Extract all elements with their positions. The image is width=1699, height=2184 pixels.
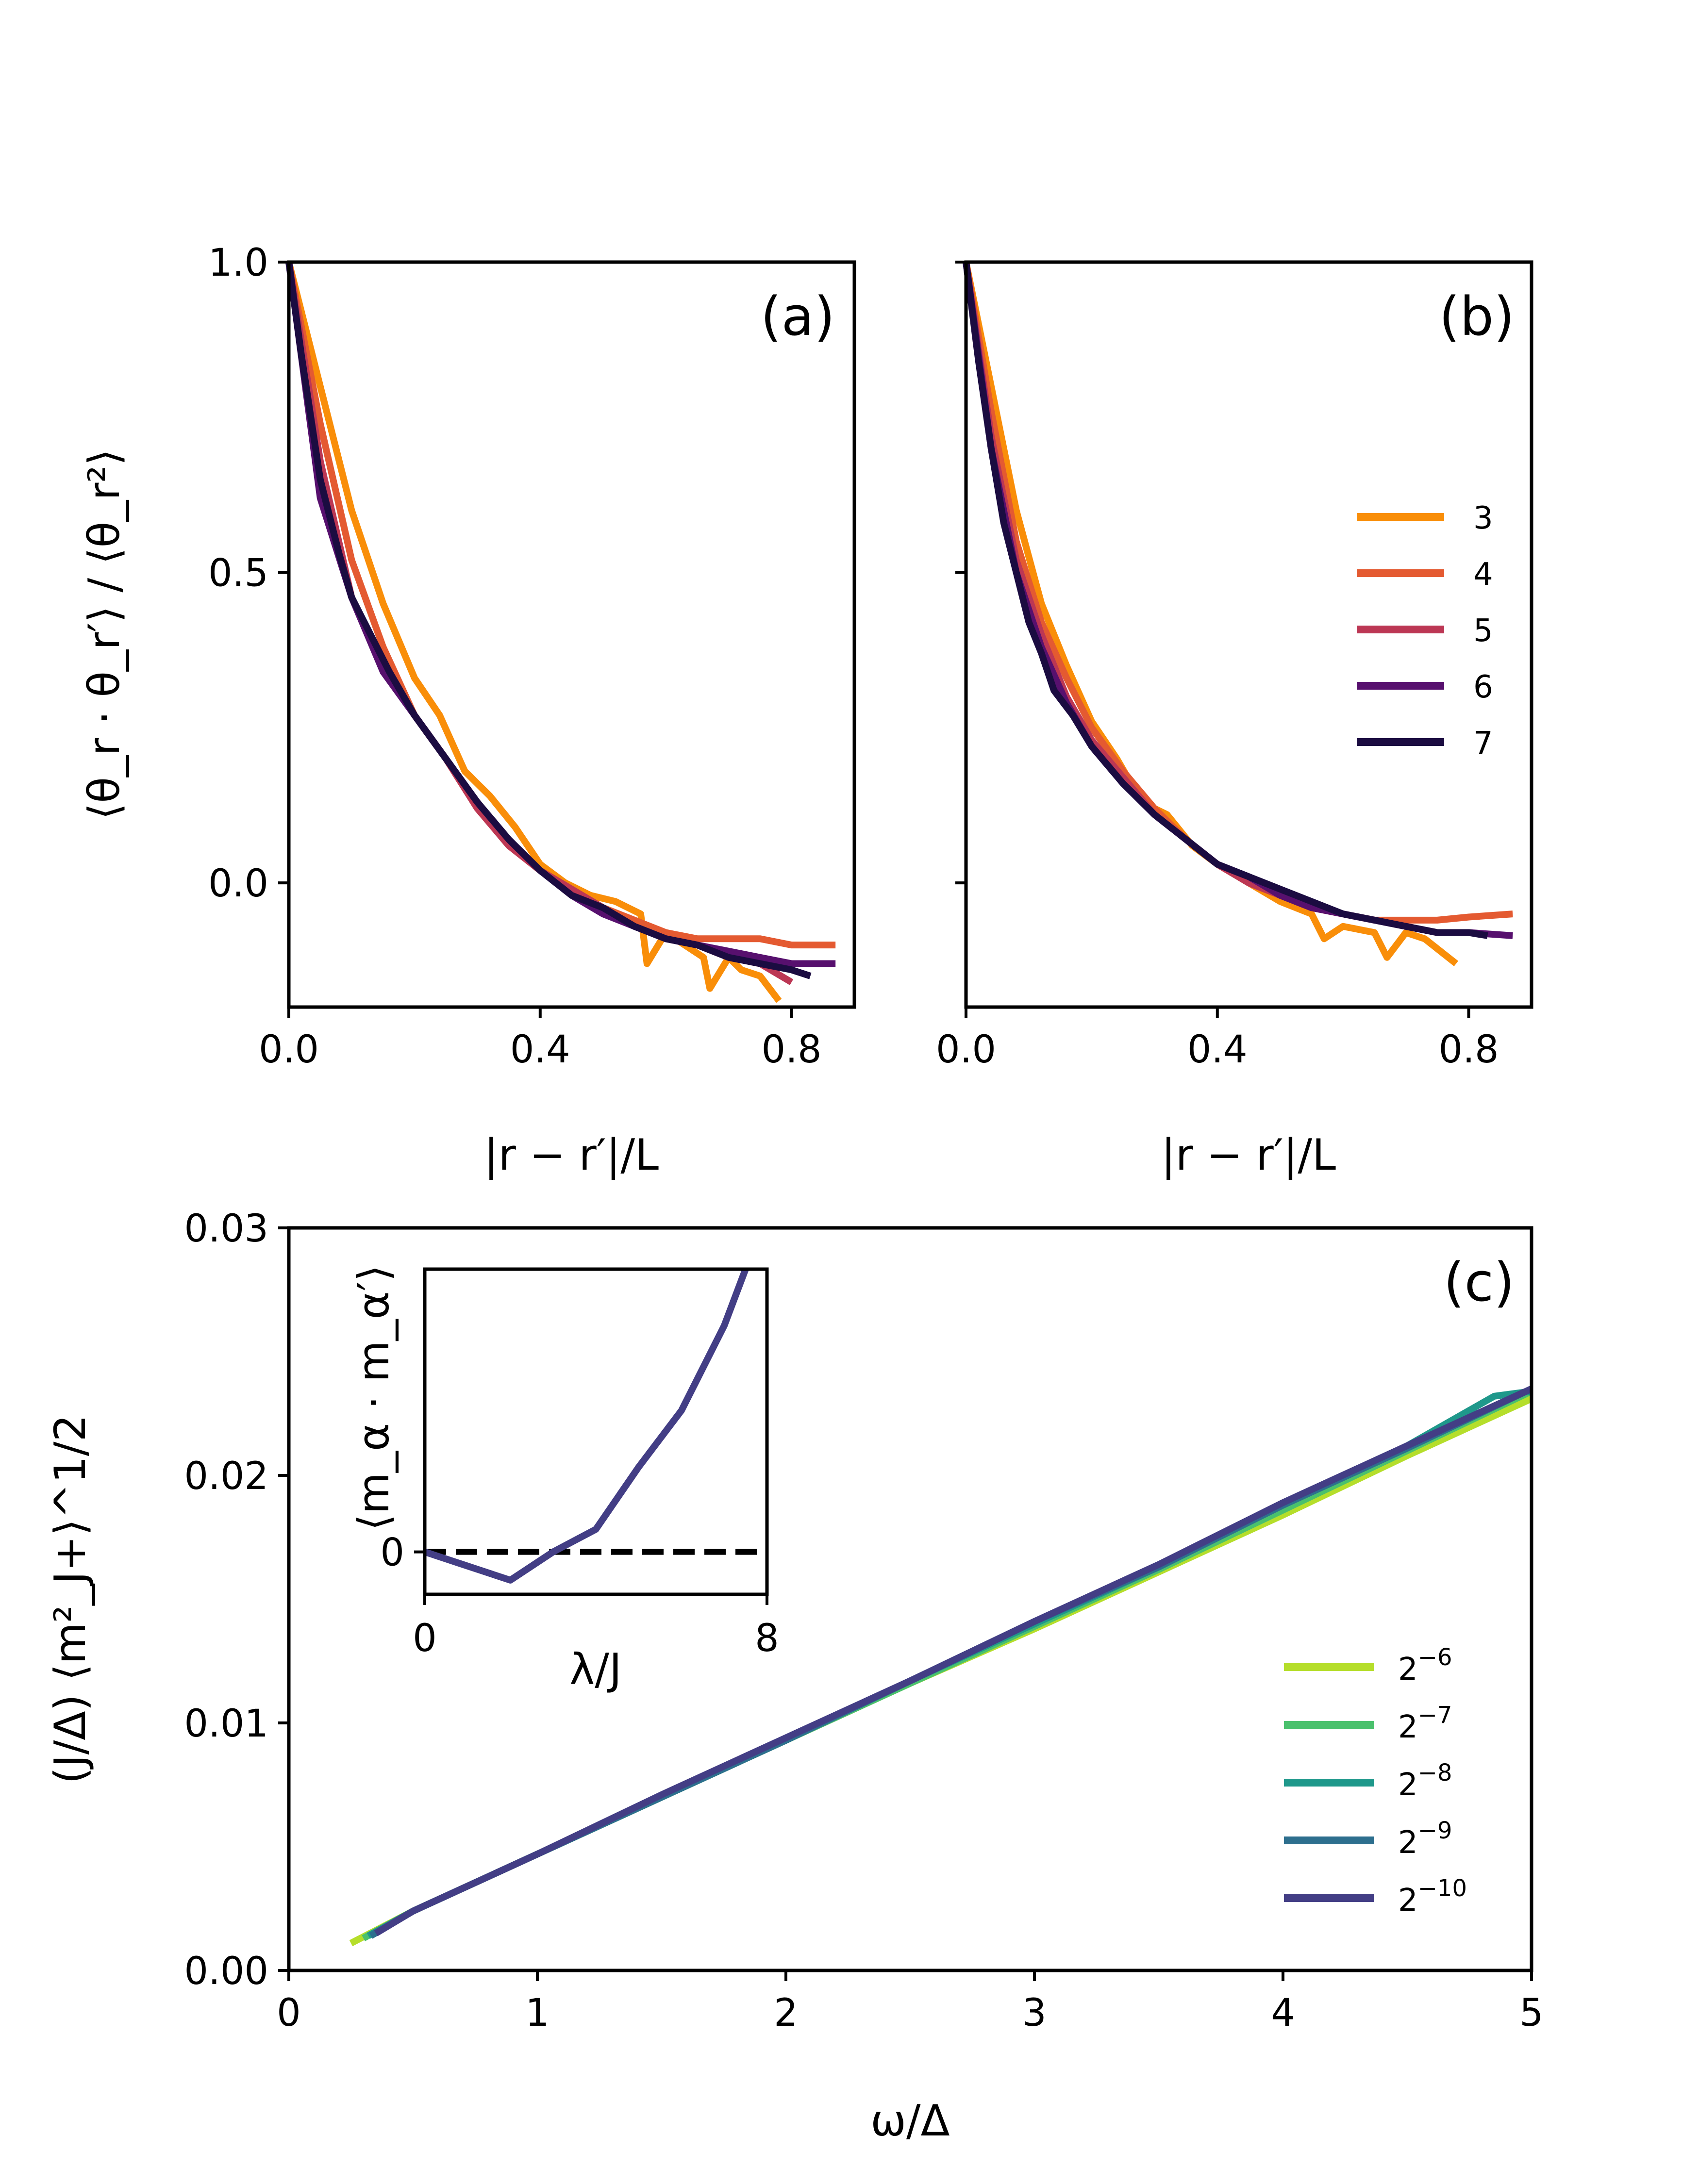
series-b-line-4 bbox=[963, 262, 1488, 939]
panel-a-ylabel: ⟨θ_r · θ_r′⟩ / ⟨θ_r²⟩ bbox=[79, 449, 129, 820]
legend-b-label-3: 6 bbox=[1473, 669, 1493, 705]
inset: 0 8 0 λ/J ⟨m_α · m_α′⟩ bbox=[349, 1265, 779, 1694]
panel-b-xlabel: |r − r′|/L bbox=[1161, 1130, 1336, 1180]
ticks-b-xtick-label-2: 0.8 bbox=[1439, 1028, 1499, 1072]
ticks-b-xtick-label-0: 0.0 bbox=[936, 1028, 996, 1072]
inset-ticks: 0 8 0 bbox=[380, 1531, 779, 1660]
ticks-a-ytick-label-2: 1.0 bbox=[208, 241, 268, 285]
inset-xlabel: λ/J bbox=[569, 1644, 622, 1694]
ticks-c-xtick-label-0: 0 bbox=[277, 1991, 301, 2035]
panel-b-label: (b) bbox=[1439, 285, 1515, 347]
panel-c: 0 1 2 3 4 5 0.00 0.01 0.02 0.03 (c) ω/Δ (J/Δ) ⟨m²… bbox=[45, 1207, 1544, 2146]
ticks-c-ytick-label-2: 0.02 bbox=[184, 1455, 268, 1498]
panel-b-frame bbox=[964, 260, 1533, 1009]
panel-c-frame bbox=[287, 1226, 1533, 1972]
panel-a-ticks: 0.0 0.4 0.8 0.0 0.5 1.0 bbox=[208, 241, 822, 1072]
ticks-c-ytick-label-3: 0.03 bbox=[184, 1207, 268, 1251]
inset-series bbox=[423, 1268, 767, 1584]
legend-b-label-2: 5 bbox=[1473, 613, 1493, 649]
inset-frame bbox=[423, 1267, 769, 1596]
ticks-c-xtick-label-3: 3 bbox=[1022, 1991, 1047, 2035]
series-a-line-0 bbox=[285, 261, 782, 1003]
panel-b-series bbox=[963, 261, 1513, 966]
panel-a-frame bbox=[287, 260, 856, 1009]
ticks-a-ytick-label-1: 0.5 bbox=[208, 552, 268, 596]
panel-b-ticks: 0.0 0.4 0.8 bbox=[936, 261, 1499, 1072]
panel-a: 0.0 0.4 0.8 0.0 0.5 1.0 (a) |r − r′|/L ⟨θ_r ·… bbox=[79, 241, 856, 1180]
panel-c-label: (c) bbox=[1444, 1251, 1515, 1313]
inset-background bbox=[425, 1269, 767, 1594]
ticks-a-xtick-label-1: 0.4 bbox=[510, 1028, 570, 1072]
legend-b-label-1: 4 bbox=[1473, 557, 1493, 593]
panel-a-series bbox=[285, 261, 836, 1003]
legend-c-label-3: 2−9 bbox=[1398, 1817, 1452, 1861]
legend-c-label-0: 2−6 bbox=[1398, 1644, 1452, 1688]
panel-b-legend: 3 4 5 6 7 bbox=[1357, 500, 1493, 761]
legend-b-label-4: 7 bbox=[1473, 726, 1493, 761]
legend-c-label-2: 2−8 bbox=[1398, 1759, 1452, 1803]
panel-c-ylabel: (J/Δ) ⟨m²_J+⟩^1/2 bbox=[45, 1414, 95, 1784]
ticks-b-xtick-label-1: 0.4 bbox=[1187, 1028, 1248, 1072]
panel-c-legend: 2−6 2−7 2−8 2−9 2−10 bbox=[1284, 1644, 1467, 1919]
panel-c-xlabel: ω/Δ bbox=[870, 2096, 950, 2146]
legend-c-label-4: 2−10 bbox=[1398, 1875, 1467, 1919]
ticks-a-xtick-label-0: 0.0 bbox=[259, 1028, 319, 1072]
ticks-c-xtick-label-2: 2 bbox=[774, 1991, 798, 2035]
ticks-inset-ytick-label-0: 0 bbox=[380, 1531, 404, 1575]
ticks-c-ytick-label-0: 0.00 bbox=[184, 1950, 268, 1993]
ticks-a-xtick-label-2: 0.8 bbox=[762, 1028, 822, 1072]
panel-c-series bbox=[349, 1386, 1533, 1947]
ticks-inset-xtick-label-0: 0 bbox=[413, 1617, 437, 1660]
legend-b-label-0: 3 bbox=[1473, 500, 1493, 536]
ticks-c-ytick-label-1: 0.01 bbox=[184, 1702, 268, 1746]
ticks-c-xtick-label-1: 1 bbox=[525, 1991, 550, 2035]
ticks-inset-xtick-label-1: 8 bbox=[755, 1617, 779, 1660]
ticks-c-xtick-label-5: 5 bbox=[1519, 1991, 1544, 2035]
series-inset-line-0 bbox=[423, 1268, 749, 1584]
series-a-line-4 bbox=[285, 262, 812, 979]
inset-ylabel: ⟨m_α · m_α′⟩ bbox=[349, 1265, 399, 1531]
panel-c-ticks: 0 1 2 3 4 5 0.00 0.01 0.02 0.03 bbox=[184, 1207, 1543, 2035]
panel-a-label: (a) bbox=[761, 285, 835, 347]
ticks-a-ytick-label-0: 0.0 bbox=[208, 862, 268, 906]
panel-a-xlabel: |r − r′|/L bbox=[484, 1130, 659, 1180]
legend-c-label-1: 2−7 bbox=[1398, 1702, 1452, 1745]
series-c-line-4 bbox=[374, 1386, 1533, 1936]
panel-b: 0.0 0.4 0.8 (b) |r − r′|/L 3 4 5 6 7 bbox=[936, 260, 1533, 1180]
ticks-c-xtick-label-4: 4 bbox=[1271, 1991, 1295, 2035]
